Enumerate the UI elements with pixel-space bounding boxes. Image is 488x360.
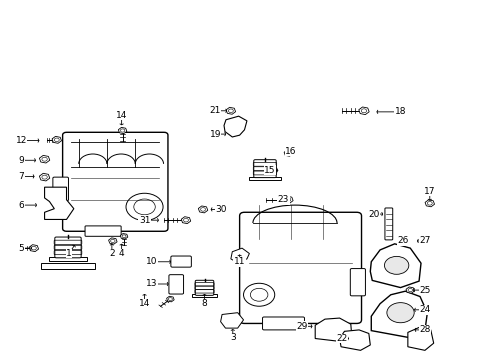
Text: 15: 15 <box>264 166 275 175</box>
FancyBboxPatch shape <box>49 257 86 261</box>
Text: 17: 17 <box>423 187 435 196</box>
Text: 2: 2 <box>109 249 115 258</box>
Polygon shape <box>198 206 207 213</box>
Text: 14: 14 <box>139 299 150 308</box>
Circle shape <box>384 256 408 274</box>
Text: 20: 20 <box>367 210 379 219</box>
Polygon shape <box>181 217 190 224</box>
Polygon shape <box>315 318 351 341</box>
FancyBboxPatch shape <box>349 269 365 296</box>
Text: 27: 27 <box>418 237 430 246</box>
Text: 28: 28 <box>418 325 430 334</box>
FancyBboxPatch shape <box>253 160 276 177</box>
Text: 24: 24 <box>418 305 429 314</box>
Polygon shape <box>166 296 174 302</box>
Polygon shape <box>283 196 292 203</box>
FancyBboxPatch shape <box>62 132 167 231</box>
FancyBboxPatch shape <box>85 226 121 236</box>
Polygon shape <box>407 327 433 350</box>
Text: 10: 10 <box>146 257 157 266</box>
Circle shape <box>386 303 413 323</box>
Text: 13: 13 <box>146 279 157 288</box>
Text: 11: 11 <box>233 257 245 266</box>
Text: 8: 8 <box>201 299 207 308</box>
Text: 29: 29 <box>296 322 307 331</box>
Text: 30: 30 <box>215 205 226 214</box>
Text: 1: 1 <box>66 249 72 258</box>
Text: 3: 3 <box>229 333 235 342</box>
Text: 21: 21 <box>209 106 221 115</box>
FancyBboxPatch shape <box>192 294 217 297</box>
Polygon shape <box>224 116 246 137</box>
Polygon shape <box>370 291 427 338</box>
FancyBboxPatch shape <box>170 256 191 267</box>
Polygon shape <box>358 107 368 114</box>
FancyBboxPatch shape <box>239 212 361 323</box>
Text: 14: 14 <box>116 111 127 120</box>
Polygon shape <box>40 173 50 181</box>
Text: 19: 19 <box>209 130 221 139</box>
FancyBboxPatch shape <box>168 275 183 294</box>
Text: 25: 25 <box>418 285 430 294</box>
Circle shape <box>243 283 274 306</box>
Text: 9: 9 <box>18 156 24 165</box>
Polygon shape <box>120 234 127 239</box>
FancyBboxPatch shape <box>55 237 81 258</box>
Text: 18: 18 <box>394 107 406 116</box>
Polygon shape <box>29 245 39 252</box>
Polygon shape <box>339 330 369 350</box>
FancyBboxPatch shape <box>384 208 392 240</box>
Polygon shape <box>284 150 292 156</box>
Text: 5: 5 <box>18 244 24 253</box>
Text: 26: 26 <box>396 237 408 246</box>
Polygon shape <box>52 136 61 143</box>
Polygon shape <box>40 156 50 163</box>
Polygon shape <box>220 313 243 328</box>
Text: 16: 16 <box>285 147 296 156</box>
FancyBboxPatch shape <box>41 263 95 269</box>
Polygon shape <box>44 187 74 220</box>
Circle shape <box>126 193 163 221</box>
Polygon shape <box>405 287 414 293</box>
Text: 7: 7 <box>18 172 24 181</box>
Text: 12: 12 <box>16 136 27 145</box>
Text: 31: 31 <box>139 216 150 225</box>
Polygon shape <box>118 127 126 134</box>
FancyBboxPatch shape <box>53 177 68 201</box>
Polygon shape <box>424 200 434 207</box>
FancyBboxPatch shape <box>262 317 304 330</box>
Polygon shape <box>230 248 249 262</box>
Polygon shape <box>369 244 420 288</box>
FancyBboxPatch shape <box>249 176 280 180</box>
Polygon shape <box>225 107 235 114</box>
Polygon shape <box>108 238 117 244</box>
Text: 6: 6 <box>18 201 24 210</box>
Text: 4: 4 <box>119 249 124 258</box>
Text: 22: 22 <box>336 334 347 343</box>
FancyBboxPatch shape <box>195 280 213 295</box>
Text: 23: 23 <box>277 195 288 204</box>
